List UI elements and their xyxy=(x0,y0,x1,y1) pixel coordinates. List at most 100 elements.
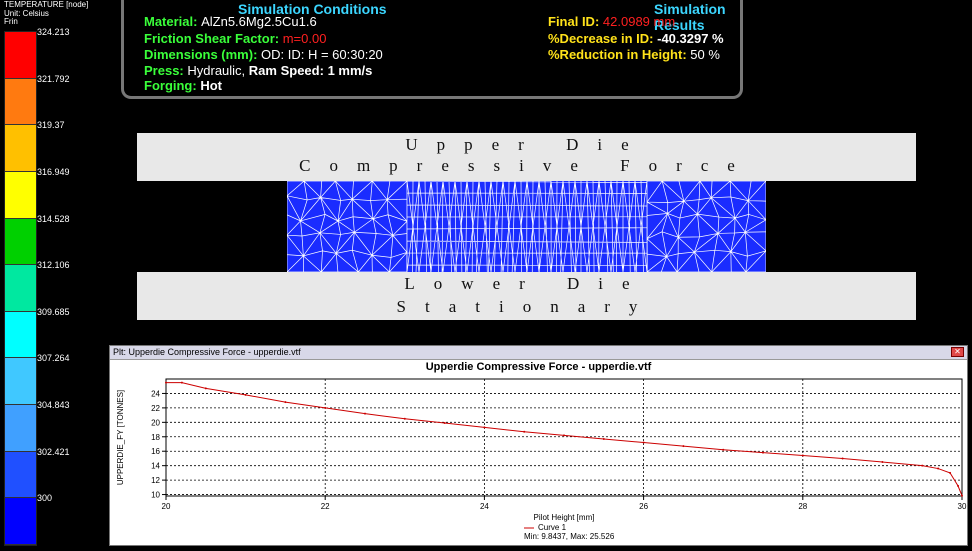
legend-swatch xyxy=(5,451,36,499)
legend-swatch xyxy=(5,218,36,266)
data-point xyxy=(180,381,183,384)
final-id-row: Final ID: 42.0989 mm xyxy=(548,14,675,29)
data-point xyxy=(801,454,804,457)
legend-tick-label: 302.421 xyxy=(37,446,70,457)
legend-tick-label: 314.528 xyxy=(37,213,70,224)
press-row: Press: Hydraulic, Ram Speed: 1 mm/s xyxy=(144,63,372,78)
data-point xyxy=(204,387,207,390)
legend-series-label: Curve 1 xyxy=(538,523,567,532)
y-tick-label: 10 xyxy=(151,491,160,500)
legend-swatch xyxy=(5,311,36,359)
legend-tick-label: 319.37 xyxy=(37,120,65,131)
friction-row: Friction Shear Factor: m=0.00 xyxy=(144,31,326,46)
data-point xyxy=(443,422,446,425)
mesh-lines xyxy=(287,181,766,272)
data-point xyxy=(244,393,247,396)
data-point xyxy=(364,412,366,415)
legend-tick-label: 324.213 xyxy=(37,27,70,37)
y-tick-label: 18 xyxy=(151,433,160,442)
press-label: Press: xyxy=(144,63,184,78)
legend-stats: Min: 9.8437, Max: 25.526 xyxy=(524,532,615,541)
press-value: Hydraulic, xyxy=(187,63,246,78)
data-point xyxy=(602,437,605,440)
upper-die-line2: Compressive Force xyxy=(299,156,754,175)
dimensions-row: Dimensions (mm): OD: ID: H = 60:30:20 xyxy=(144,47,383,62)
forging-value: Hot xyxy=(200,78,223,93)
data-point xyxy=(284,401,287,404)
legend-tick-label: 304.843 xyxy=(37,400,70,411)
legend-swatch xyxy=(5,498,36,545)
data-point xyxy=(921,464,924,467)
material-row: Material: AlZn5.6Mg2.5Cu1.6 xyxy=(144,14,317,29)
y-tick-label: 22 xyxy=(151,404,160,413)
x-tick-label: 20 xyxy=(162,502,171,511)
y-tick-label: 20 xyxy=(151,418,160,427)
final-id-value: 42.0989 mm xyxy=(602,14,676,29)
data-point xyxy=(762,451,764,454)
chart-svg: 20 22 24 26 28 30 10 12 14 16 18 20 22 24 Pilot Height… xyxy=(116,378,967,541)
data-point xyxy=(961,494,963,497)
legend-swatch xyxy=(5,78,36,126)
legend-unit: Unit: Celsius xyxy=(4,8,49,18)
results-heading: Simulation Results xyxy=(654,1,726,33)
lower-die: Lower Die Stationary xyxy=(137,272,916,320)
plot-titlebar-text: Plt: Upperdie Compressive Force - upperd… xyxy=(113,347,301,357)
x-tick-label: 24 xyxy=(480,502,489,511)
material-label: Material: xyxy=(144,14,198,29)
material-value: AlZn5.6Mg2.5Cu1.6 xyxy=(201,14,317,29)
x-tick-label: 22 xyxy=(321,502,330,511)
close-button[interactable]: ✕ xyxy=(951,347,964,357)
legend-swatch xyxy=(5,125,36,172)
data-point xyxy=(403,417,406,420)
y-axis-label: UPPERDIE_FY [TONNES] xyxy=(116,390,125,485)
data-point xyxy=(937,467,940,470)
legend-tick-label: 316.949 xyxy=(37,166,70,177)
reduction-value: 50 % xyxy=(690,47,720,62)
conditions-heading: Simulation Conditions xyxy=(238,1,387,17)
data-point xyxy=(523,430,526,433)
legend-swatch xyxy=(5,358,36,406)
data-point xyxy=(165,381,167,384)
upper-die: Upper Die Compressive Force xyxy=(137,133,916,181)
final-id-label: Final ID: xyxy=(548,14,600,29)
forging-row: Forging: Hot xyxy=(144,78,222,93)
legend-tick-label: 307.264 xyxy=(37,353,70,364)
ram-value: 1 mm/s xyxy=(327,63,373,78)
close-icon: ✕ xyxy=(954,347,961,356)
ram-label: Ram Speed: xyxy=(248,63,324,78)
forging-label: Forging: xyxy=(144,78,197,93)
friction-value: m=0.00 xyxy=(282,31,327,46)
legend-tick-label: 312.106 xyxy=(37,260,70,271)
legend-title: TEMPERATURE [node] Unit: Celsius Frin xyxy=(4,0,89,27)
legend-swatch xyxy=(5,405,36,452)
y-tick-label: 14 xyxy=(151,462,160,471)
friction-label: Friction Shear Factor: xyxy=(144,31,280,46)
data-point xyxy=(722,448,725,451)
temperature-color-bar xyxy=(4,31,37,546)
x-tick-label: 26 xyxy=(639,502,648,511)
y-tick-label: 12 xyxy=(151,476,160,485)
data-point xyxy=(642,441,645,444)
data-point xyxy=(881,461,884,464)
plot-titlebar[interactable]: Plt: Upperdie Compressive Force - upperd… xyxy=(110,346,967,360)
reduction-label: %Reduction in Height: xyxy=(548,47,687,62)
legend-tick-label: 309.685 xyxy=(37,306,70,317)
data-point xyxy=(957,484,960,487)
data-point xyxy=(682,445,685,448)
plot-area xyxy=(165,378,963,497)
legend-swatch xyxy=(5,32,36,79)
x-tick-label: 30 xyxy=(958,502,967,511)
upper-die-line1: Upper Die xyxy=(405,135,648,154)
lower-die-line1: Lower Die xyxy=(404,274,649,293)
legend-title-text: TEMPERATURE [node] xyxy=(4,0,89,9)
legend-tick-label: 321.792 xyxy=(37,73,70,84)
plot-window[interactable]: Plt: Upperdie Compressive Force - upperd… xyxy=(109,345,968,546)
legend-frin: Frin xyxy=(4,17,18,26)
simulation-info-panel: Simulation Conditions Simulation Results… xyxy=(121,0,743,99)
reduction-row: %Reduction in Height: 50 % xyxy=(548,47,720,62)
x-axis-label: Pilot Height [mm] xyxy=(534,513,595,522)
decrease-label: %Decrease in ID: xyxy=(548,31,654,46)
y-tick-label: 24 xyxy=(151,389,160,398)
dimensions-value: OD: ID: H = 60:30:20 xyxy=(261,47,383,62)
legend-swatch xyxy=(5,171,36,219)
